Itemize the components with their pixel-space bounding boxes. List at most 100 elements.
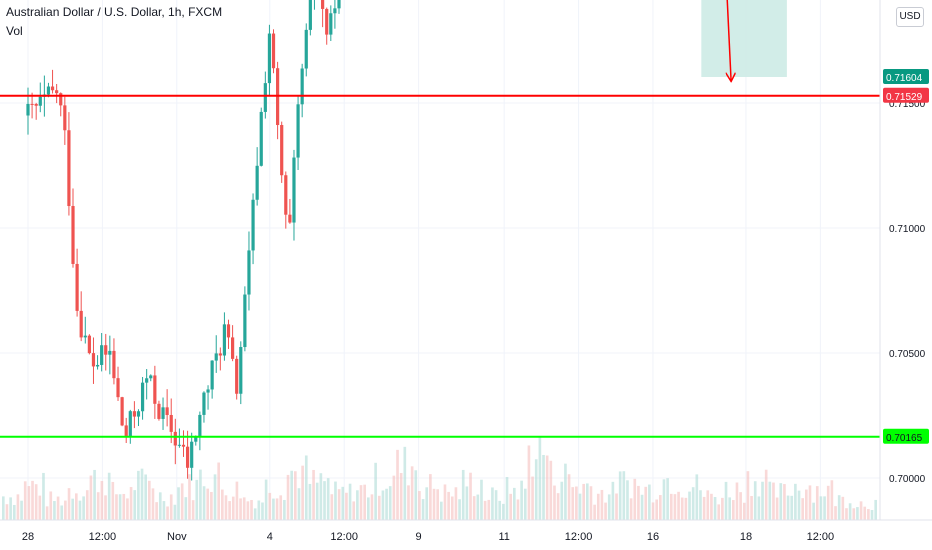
- volume-bar: [38, 495, 42, 520]
- take-profit-zone: [701, 0, 787, 77]
- volume-bar: [275, 498, 279, 520]
- volume-bar: [538, 436, 542, 520]
- volume-bar: [604, 502, 607, 520]
- volume-bar: [659, 495, 662, 520]
- time-tick-label: 12:00: [565, 531, 593, 543]
- volume-bar: [746, 471, 750, 520]
- candle-body: [50, 86, 55, 91]
- volume-bar: [593, 504, 596, 520]
- candle-body: [329, 13, 333, 35]
- candle-body: [100, 345, 104, 365]
- candle-body: [226, 324, 231, 338]
- volume-bar: [472, 496, 476, 520]
- candle-body: [173, 431, 177, 446]
- candle-body: [288, 214, 292, 223]
- volume-bar: [757, 496, 761, 520]
- volume-bar: [107, 472, 111, 520]
- volume-bar: [359, 485, 363, 520]
- volume-bar: [779, 483, 783, 520]
- candle-body: [75, 263, 79, 311]
- volume-bar: [75, 493, 78, 520]
- volume-bar: [783, 484, 786, 520]
- volume-bar: [856, 507, 859, 520]
- volume-bar: [184, 497, 188, 520]
- candle-body: [243, 294, 247, 348]
- price-label: 0.71529: [883, 87, 929, 103]
- volume-bar: [93, 469, 96, 520]
- volume-bar: [531, 476, 534, 520]
- volume-bar: [432, 488, 436, 520]
- candle-body: [185, 446, 190, 468]
- volume-bar: [644, 486, 648, 520]
- candle-body: [132, 411, 136, 417]
- time-tick-label: Nov: [167, 531, 187, 543]
- volume-bar: [334, 481, 337, 520]
- volume-bar: [140, 468, 144, 520]
- currency-button[interactable]: USD: [896, 7, 924, 27]
- volume-bar: [217, 462, 220, 520]
- volume-bar: [188, 474, 191, 520]
- volume-bar: [717, 504, 721, 520]
- price-tick-label: 0.71500: [889, 99, 926, 110]
- candle-body: [63, 105, 67, 131]
- volume-bar: [655, 499, 658, 520]
- volume-bar: [115, 494, 118, 520]
- volume-bar: [640, 494, 644, 520]
- volume-bar: [177, 487, 180, 520]
- volume-bar: [144, 474, 147, 520]
- candle-body: [218, 353, 222, 356]
- volume-bar: [272, 498, 275, 520]
- volume-bar: [794, 483, 797, 520]
- volume-bar: [345, 492, 348, 520]
- volume-bar: [702, 496, 706, 520]
- volume-bar: [16, 494, 20, 520]
- candle-body: [55, 90, 59, 94]
- volume-bar: [315, 482, 319, 520]
- volume-bar: [158, 492, 162, 520]
- candle-body: [296, 104, 300, 158]
- candle-body: [124, 425, 128, 438]
- volume-bar: [151, 488, 155, 520]
- volume-bar: [680, 497, 684, 520]
- volume-bar: [191, 500, 195, 520]
- volume-bar: [713, 497, 717, 520]
- volume-bar: [330, 494, 334, 520]
- candle-body: [198, 414, 202, 438]
- candle-body: [194, 437, 198, 442]
- volume-bar: [414, 470, 418, 520]
- volume-bar: [447, 491, 450, 520]
- volume-bar: [607, 494, 611, 520]
- volume-bar: [567, 474, 571, 520]
- volume-bar: [239, 498, 242, 520]
- volume-bar: [618, 471, 622, 520]
- volume-bar: [527, 445, 531, 520]
- volume-bar: [224, 495, 228, 520]
- volume-bar: [863, 506, 867, 520]
- volume-bar: [418, 491, 421, 520]
- candle-body: [46, 86, 51, 95]
- volume-bar: [111, 481, 115, 520]
- volume-bar: [542, 454, 545, 520]
- candle-body: [26, 103, 30, 116]
- candle-body: [145, 378, 149, 383]
- candle-body: [108, 350, 112, 355]
- candle-body: [263, 83, 267, 112]
- volume-bar: [290, 470, 293, 520]
- volume-bar: [487, 499, 491, 520]
- volume-bar: [31, 480, 34, 520]
- candle-body: [120, 397, 124, 426]
- volume-bar: [206, 488, 210, 520]
- volume-bar: [735, 482, 739, 520]
- volume-bar: [202, 486, 206, 520]
- volume-bar: [377, 495, 381, 520]
- volume-bar: [425, 487, 429, 520]
- volume-bar: [830, 480, 834, 520]
- candle-body: [116, 378, 120, 398]
- volume-bar: [823, 496, 826, 520]
- volume-bar: [509, 493, 512, 520]
- volume-bar: [633, 478, 637, 520]
- volume-bar: [815, 486, 819, 520]
- volume-bar: [626, 480, 629, 520]
- volume-bar: [764, 469, 768, 520]
